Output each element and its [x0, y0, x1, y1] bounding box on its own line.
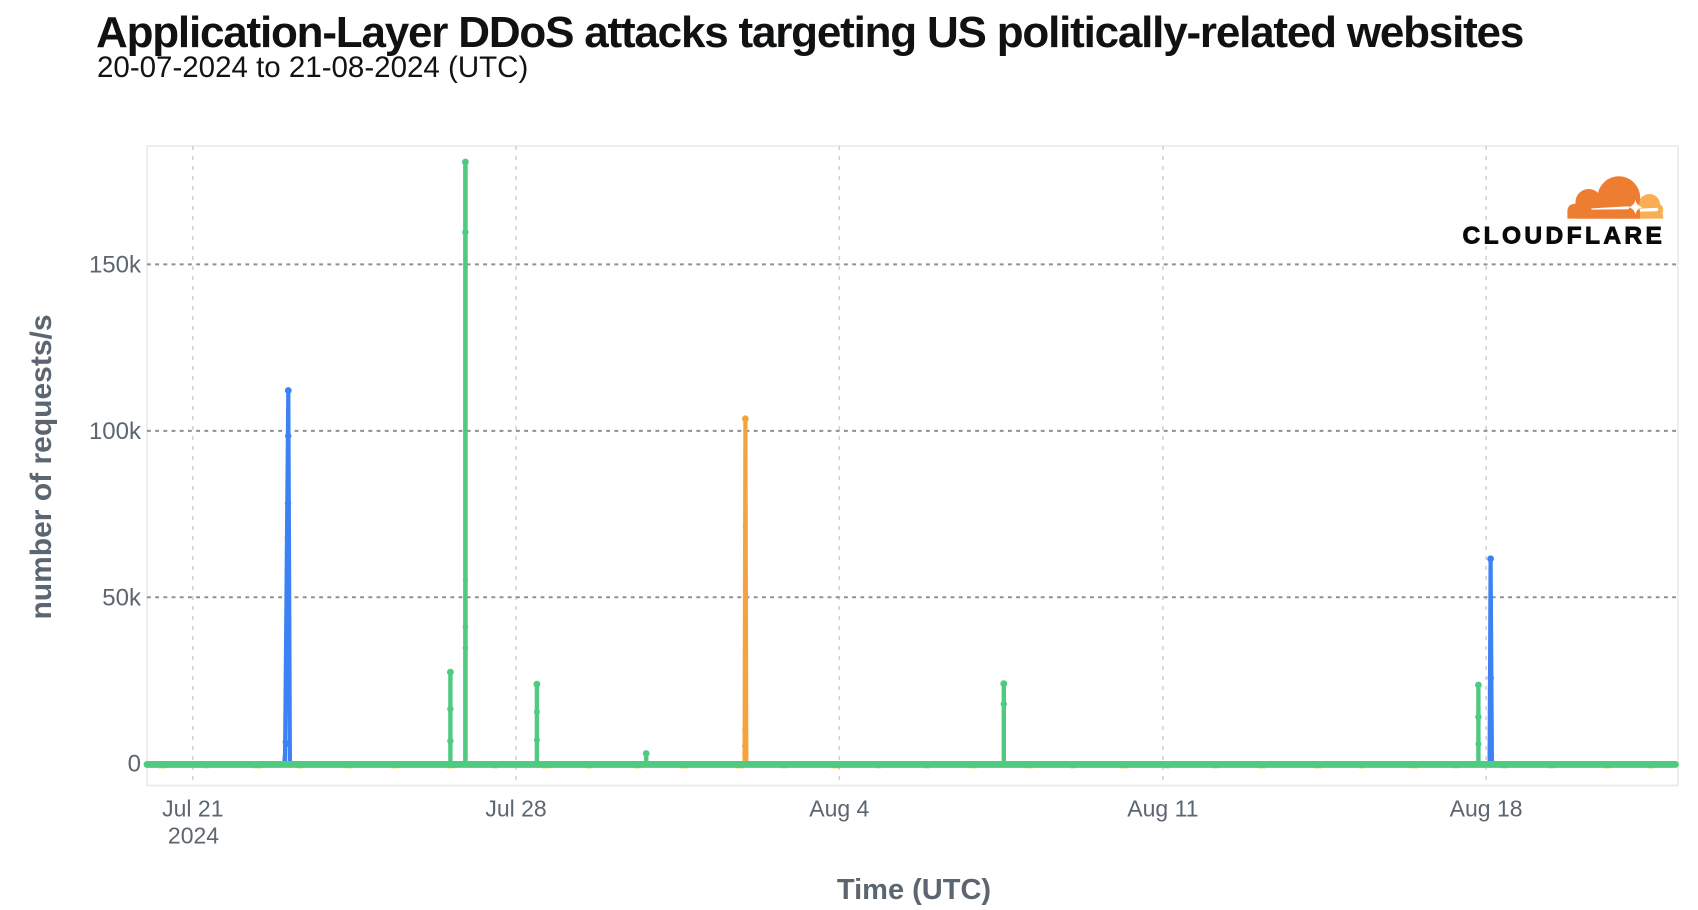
- svg-text:CLOUDFLARE: CLOUDFLARE: [1463, 223, 1666, 250]
- svg-text:150k: 150k: [89, 252, 142, 279]
- svg-text:0: 0: [128, 751, 141, 778]
- svg-text:Jul 21: Jul 21: [162, 796, 223, 822]
- svg-text:Jul 28: Jul 28: [485, 796, 546, 822]
- svg-text:100k: 100k: [89, 418, 142, 445]
- svg-text:Time (UTC): Time (UTC): [837, 874, 991, 906]
- svg-text:Aug 4: Aug 4: [809, 796, 869, 822]
- svg-text:number of requests/s: number of requests/s: [25, 314, 58, 619]
- svg-text:Aug 11: Aug 11: [1127, 796, 1198, 822]
- svg-text:50k: 50k: [102, 584, 142, 611]
- svg-text:Aug 18: Aug 18: [1450, 796, 1523, 822]
- svg-text:2024: 2024: [168, 823, 219, 849]
